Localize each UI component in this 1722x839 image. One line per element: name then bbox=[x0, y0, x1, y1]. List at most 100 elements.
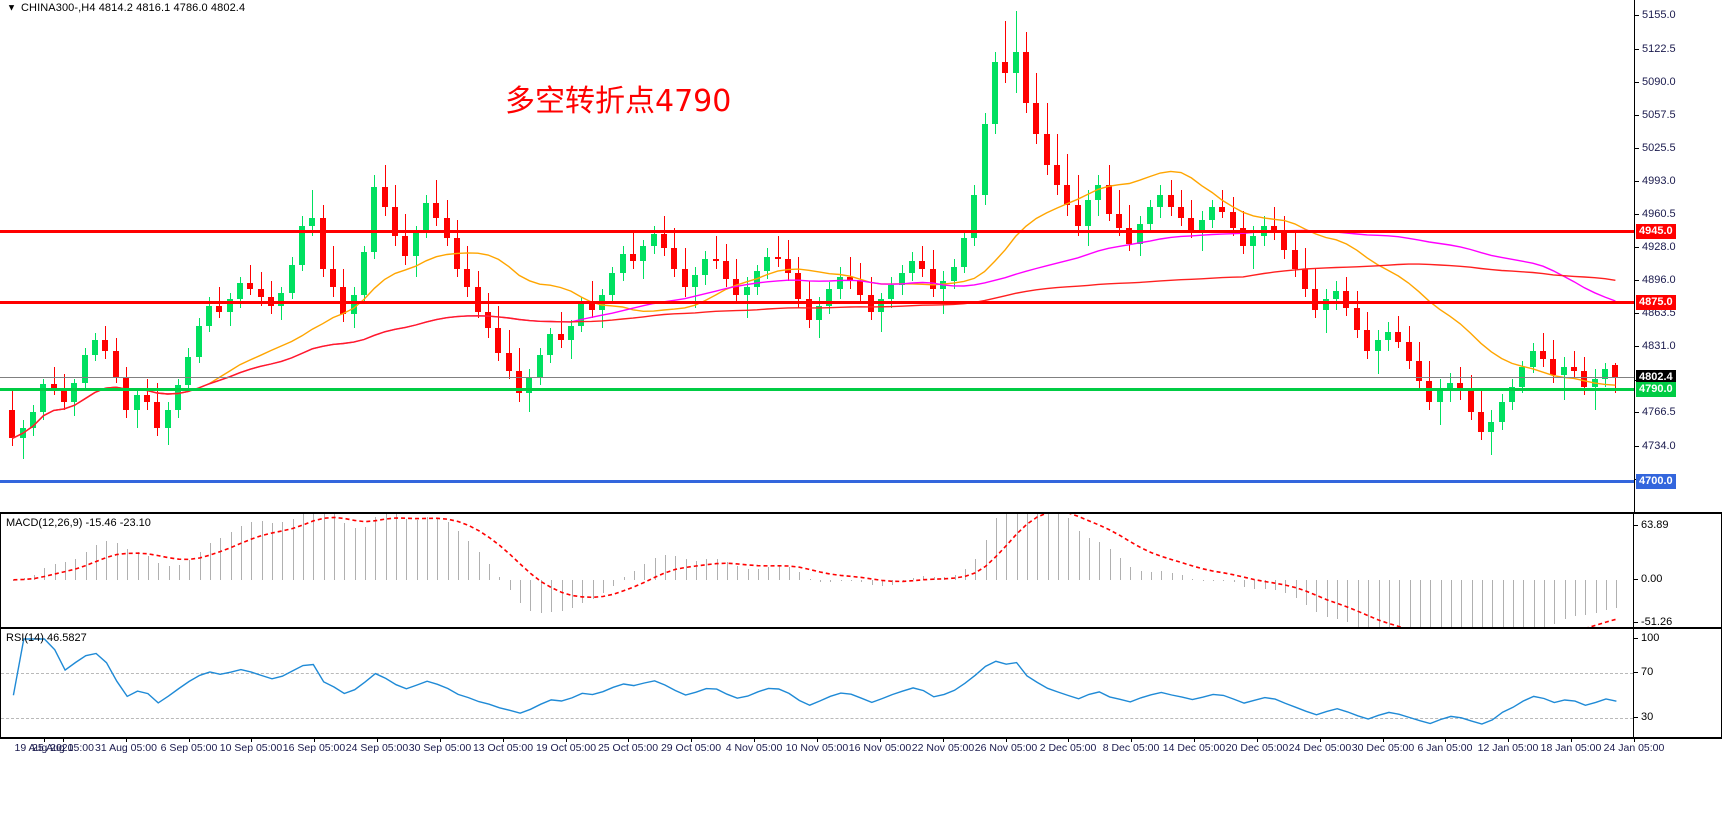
macd-hist-bar bbox=[1203, 579, 1204, 581]
macd-hist-bar bbox=[106, 541, 107, 580]
macd-hist-bar bbox=[510, 579, 511, 590]
macd-hist-bar bbox=[1492, 579, 1493, 627]
time-tick bbox=[126, 739, 127, 742]
macd-hist-bar bbox=[1161, 571, 1162, 580]
macd-hist-bar bbox=[44, 568, 45, 580]
macd-hist-bar bbox=[624, 576, 625, 580]
macd-title: MACD(12,26,9) -15.46 -23.10 bbox=[6, 517, 151, 529]
macd-hist-bar bbox=[200, 552, 201, 580]
macd-axis[interactable]: 63.89 0.00 -51.26 bbox=[1633, 514, 1721, 628]
macd-hist-bar bbox=[499, 577, 500, 580]
time-tick-label: 16 Sep 05:00 bbox=[282, 742, 346, 754]
macd-tick-label: -51.26 bbox=[1641, 616, 1673, 628]
macd-hist-bar bbox=[665, 554, 666, 580]
macd-hist-bar bbox=[179, 565, 180, 580]
support-4700-tag[interactable]: 4700.0 bbox=[1636, 474, 1676, 490]
macd-hist-bar bbox=[1213, 579, 1214, 581]
macd-hist-bar bbox=[582, 579, 583, 603]
macd-hist-bar bbox=[1513, 579, 1514, 627]
time-tick-label: 22 Nov 05:00 bbox=[911, 742, 975, 754]
macd-hist-bar bbox=[1430, 579, 1431, 627]
price-tick-label: 4831.0 bbox=[1642, 340, 1676, 353]
macd-hist-bar bbox=[1451, 579, 1452, 627]
resistance-4945-tag[interactable]: 4945.0 bbox=[1636, 223, 1676, 239]
macd-hist-bar bbox=[1244, 579, 1245, 588]
macd-hist-bar bbox=[365, 526, 366, 580]
last-price-4802-tag[interactable]: 4802.4 bbox=[1636, 369, 1676, 385]
time-tick-label: 6 Sep 05:00 bbox=[160, 742, 218, 754]
macd-hist-bar bbox=[189, 560, 190, 580]
macd-hist-bar bbox=[520, 579, 521, 604]
rsi-plot-area[interactable] bbox=[1, 629, 1633, 737]
annotation-text: 多空转折点4790 bbox=[505, 84, 732, 119]
macd-hist-bar bbox=[479, 552, 480, 580]
macd-hist-bar bbox=[810, 578, 811, 580]
macd-hist-bar bbox=[1120, 557, 1121, 580]
time-tick-label: 19 Aug 2021 bbox=[14, 742, 74, 754]
macd-hist-bar bbox=[1461, 579, 1462, 627]
macd-hist-bar bbox=[1306, 579, 1307, 605]
price-tick-label: 4896.0 bbox=[1642, 274, 1676, 287]
level-4790-line[interactable] bbox=[0, 388, 1634, 392]
macd-hist-bar bbox=[355, 528, 356, 580]
macd-hist-bar bbox=[417, 520, 418, 580]
macd-hist-bar bbox=[1223, 579, 1224, 581]
level-4945-line[interactable] bbox=[0, 229, 1634, 233]
macd-hist-bar bbox=[1079, 531, 1080, 580]
macd-hist-bar bbox=[24, 578, 25, 580]
macd-hist-bar bbox=[127, 549, 128, 580]
macd-hist-bar bbox=[1565, 579, 1566, 620]
macd-hist-bar bbox=[593, 579, 594, 599]
rsi-axis[interactable]: 100 70 30 bbox=[1633, 629, 1721, 737]
macd-hist-bar bbox=[313, 514, 314, 580]
time-tick bbox=[1320, 739, 1321, 742]
macd-hist-bar bbox=[696, 560, 697, 580]
time-tick-label: 10 Nov 05:00 bbox=[785, 742, 849, 754]
macd-hist-bar bbox=[406, 519, 407, 580]
macd-hist-bar bbox=[1027, 514, 1028, 580]
macd-signal-line bbox=[13, 514, 1617, 627]
resistance-4875-tag[interactable]: 4875.0 bbox=[1636, 295, 1676, 311]
level-4802-line[interactable] bbox=[0, 376, 1634, 378]
macd-hist-bar bbox=[282, 522, 283, 580]
time-tick bbox=[691, 739, 692, 742]
time-tick bbox=[817, 739, 818, 742]
macd-signal-overlay bbox=[13, 514, 1617, 627]
price-tick-label: 4993.0 bbox=[1642, 174, 1676, 187]
symbol-header-text: CHINA300-,H4 4814.2 4816.1 4786.0 4802.4 bbox=[21, 2, 246, 14]
macd-hist-bar bbox=[530, 579, 531, 611]
time-tick-label: 18 Jan 05:00 bbox=[1540, 742, 1602, 754]
price-plot-area[interactable] bbox=[0, 0, 1634, 512]
rsi-line bbox=[12, 638, 1617, 725]
price-tick-label: 5122.5 bbox=[1642, 42, 1676, 55]
time-tick bbox=[63, 739, 64, 742]
macd-hist-bar bbox=[1534, 579, 1535, 627]
macd-hist-bar bbox=[603, 579, 604, 594]
macd-hist-bar bbox=[1296, 579, 1297, 598]
macd-hist-bar bbox=[251, 522, 252, 580]
macd-hist-bar bbox=[841, 579, 842, 581]
macd-hist-bar bbox=[1285, 579, 1286, 593]
macd-hist-bar bbox=[882, 579, 883, 587]
time-axis[interactable]: 19 Aug 2021 25 Aug 05:00 31 Aug 05:00 6 Sep… bbox=[0, 738, 1722, 839]
macd-hist-bar bbox=[758, 568, 759, 580]
macd-hist-bar bbox=[148, 555, 149, 580]
macd-hist-bar bbox=[644, 564, 645, 580]
time-tick-label: 25 Aug 05:00 bbox=[32, 742, 94, 754]
rsi-tick-label: 70 bbox=[1641, 665, 1654, 678]
rsi-line-overlay bbox=[12, 638, 1617, 725]
macd-plot-area[interactable] bbox=[1, 514, 1633, 627]
support-4790-tag[interactable]: 4790.0 bbox=[1636, 382, 1676, 398]
level-4700-line[interactable] bbox=[0, 480, 1634, 484]
macd-hist-bar bbox=[675, 555, 676, 580]
price-axis[interactable]: 5155.0 5122.5 5090.0 5057.5 5025.5 4993.0 4960… bbox=[1634, 0, 1722, 512]
macd-hist-bar bbox=[1265, 579, 1266, 590]
collapse-icon[interactable]: ▼ bbox=[6, 2, 17, 14]
time-tick bbox=[251, 739, 252, 742]
time-tick bbox=[503, 739, 504, 742]
macd-hist-bar bbox=[1368, 579, 1369, 627]
level-4875-line[interactable] bbox=[0, 301, 1634, 305]
time-tick bbox=[1006, 739, 1007, 742]
macd-hist-bar bbox=[396, 514, 397, 580]
